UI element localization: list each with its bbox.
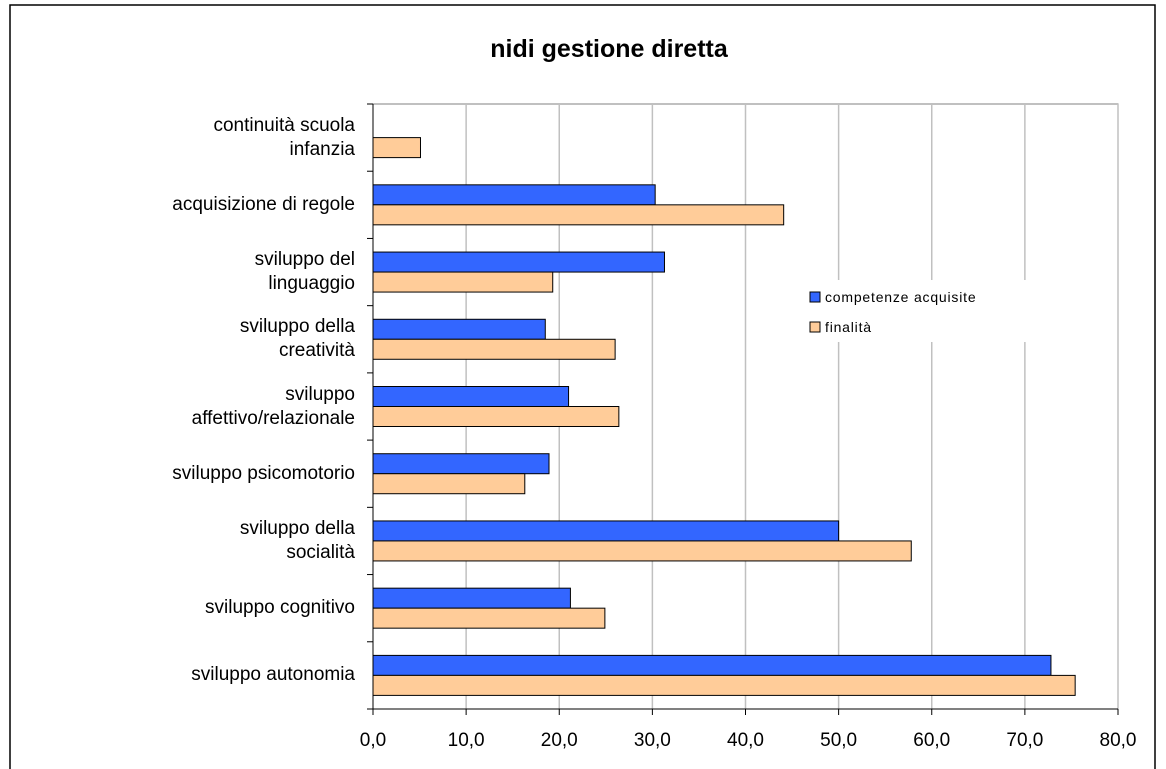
x-tick-label: 70,0 bbox=[1006, 730, 1043, 751]
legend-label: finalità bbox=[825, 319, 872, 335]
x-tick-label: 50,0 bbox=[820, 730, 857, 751]
legend-swatch bbox=[809, 291, 821, 303]
y-tick-label: sviluppo cognitivo bbox=[205, 597, 355, 619]
y-tick-label: sviluppo autonomia bbox=[191, 664, 355, 686]
legend bbox=[800, 280, 1045, 342]
x-tick-label: 60,0 bbox=[913, 730, 950, 751]
chart-title: nidi gestione diretta bbox=[490, 35, 729, 63]
y-tick-label: continuità scuola infanzia bbox=[213, 114, 355, 160]
y-tick-label: sviluppo psicomotorio bbox=[172, 462, 355, 484]
x-tick-label: 20,0 bbox=[541, 730, 578, 751]
bar bbox=[372, 453, 550, 475]
bar bbox=[372, 204, 785, 226]
bar bbox=[372, 540, 912, 562]
y-tick-label: sviluppo del linguaggio bbox=[254, 249, 355, 295]
y-tick-label: sviluppo della creatività bbox=[239, 316, 355, 362]
bar bbox=[372, 520, 840, 542]
bar bbox=[372, 338, 616, 360]
bar bbox=[372, 318, 546, 340]
x-tick-label: 30,0 bbox=[634, 730, 671, 751]
x-tick-label: 10,0 bbox=[448, 730, 485, 751]
legend-swatch bbox=[809, 321, 821, 333]
y-tick-label: sviluppo affettivo/relazionale bbox=[191, 383, 355, 429]
bar bbox=[372, 386, 570, 407]
bar bbox=[372, 654, 1052, 676]
bar bbox=[372, 184, 656, 206]
y-tick-label: acquisizione di regole bbox=[172, 193, 355, 215]
bar bbox=[372, 674, 1076, 696]
bar bbox=[372, 607, 606, 629]
x-tick-label: 0,0 bbox=[360, 730, 386, 751]
bar bbox=[372, 251, 665, 273]
x-tick-label: 40,0 bbox=[727, 730, 764, 751]
bar bbox=[372, 406, 620, 427]
bar bbox=[372, 137, 421, 159]
bar bbox=[372, 587, 571, 609]
bar bbox=[372, 271, 554, 293]
legend-label: competenze acquisite bbox=[825, 289, 976, 305]
y-tick-label: sviluppo della socialità bbox=[239, 517, 355, 563]
bar bbox=[372, 473, 526, 495]
x-tick-label: 80,0 bbox=[1100, 730, 1137, 751]
